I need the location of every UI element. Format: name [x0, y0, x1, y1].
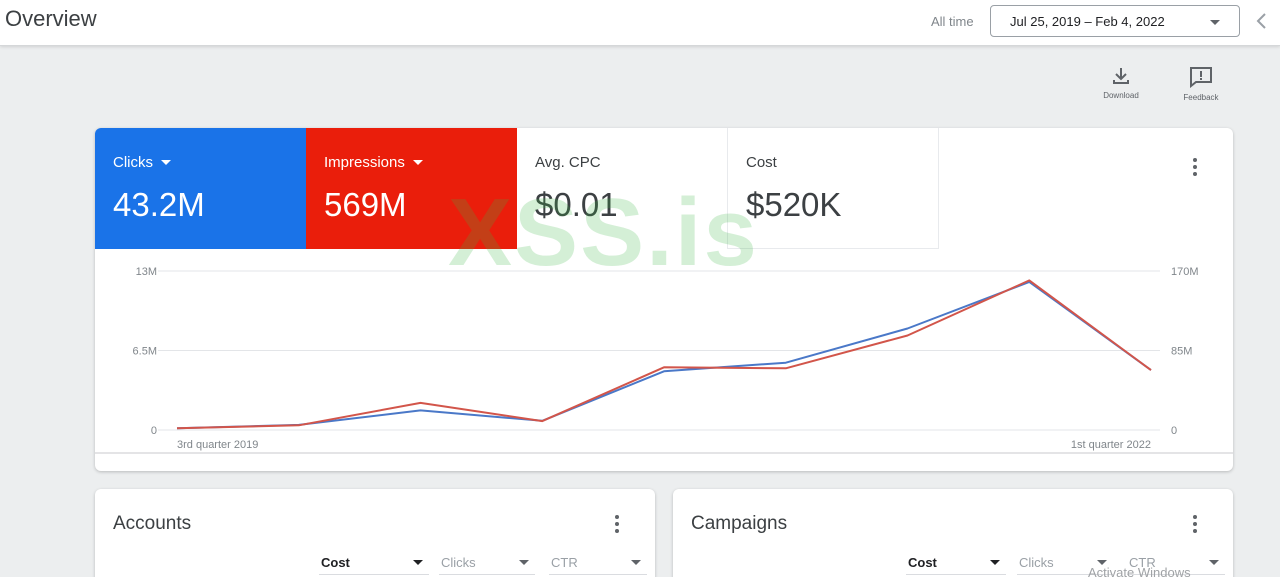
feedback-icon — [1190, 67, 1212, 88]
page-title: Overview — [5, 6, 97, 31]
metric-value: 569M — [324, 186, 407, 223]
metric-label: Clicks — [113, 154, 153, 171]
feedback-label: Feedback — [1183, 93, 1219, 102]
column-select-ctr[interactable]: CTR — [549, 555, 647, 575]
download-icon — [1113, 68, 1129, 84]
chevron-left-icon[interactable] — [1252, 10, 1272, 32]
more-options-icon[interactable] — [1192, 515, 1198, 535]
column-label: CTR — [1129, 555, 1156, 570]
card-title: Accounts — [113, 513, 192, 534]
chevron-down-icon — [519, 560, 529, 565]
chevron-down-icon — [1210, 20, 1220, 25]
more-options-icon[interactable] — [614, 515, 620, 535]
x-axis-tick: 3rd quarter 2019 — [177, 439, 258, 451]
column-label: CTR — [551, 555, 578, 570]
x-axis-tick: 1st quarter 2022 — [1071, 439, 1151, 451]
date-range-selector[interactable]: Jul 25, 2019 – Feb 4, 2022 — [990, 5, 1240, 37]
column-select-cost[interactable]: Cost — [906, 555, 1006, 575]
performance-chart: 13M 170M 6.5M 85M 0 0 3rd quarter 2019 1st quar… — [95, 266, 1233, 454]
column-label: Clicks — [441, 555, 476, 570]
download-button[interactable]: Download — [1096, 66, 1146, 100]
chevron-down-icon — [1209, 560, 1219, 565]
chevron-down-icon — [412, 160, 423, 165]
download-label: Download — [1103, 91, 1139, 100]
column-select-clicks[interactable]: Clicks — [1017, 555, 1113, 575]
metric-impressions[interactable]: Impressions 569M — [306, 128, 517, 249]
metric-cost[interactable]: Cost $520K — [728, 128, 939, 249]
column-select-clicks[interactable]: Clicks — [439, 555, 535, 575]
column-label: Clicks — [1019, 555, 1054, 570]
series-line-clicks — [176, 281, 1152, 430]
chevron-down-icon — [413, 560, 423, 565]
y-axis-left-tick: 0 — [151, 425, 157, 437]
accounts-card: Accounts Cost Clicks CTR — [95, 489, 655, 577]
card-title: Campaigns — [691, 513, 788, 534]
metric-value: $520K — [746, 186, 842, 223]
os-activation-notice: Activate Windows — [1088, 565, 1191, 577]
date-range-text: Jul 25, 2019 – Feb 4, 2022 — [1010, 14, 1165, 29]
y-axis-right-tick: 170M — [1171, 266, 1199, 278]
y-axis-right-tick: 85M — [1171, 346, 1192, 358]
more-options-icon[interactable] — [1192, 158, 1198, 178]
chevron-down-icon — [631, 560, 641, 565]
y-axis-left-tick: 6.5M — [133, 346, 157, 358]
series-line-impressions — [176, 279, 1152, 430]
y-axis-left-tick: 13M — [136, 266, 157, 278]
column-label: Cost — [908, 555, 937, 570]
column-label: Cost — [321, 555, 350, 570]
y-axis-right-tick: 0 — [1171, 425, 1177, 437]
column-select-ctr[interactable]: CTR — [1127, 555, 1225, 575]
metric-value: 43.2M — [113, 186, 205, 223]
metric-clicks[interactable]: Clicks 43.2M — [95, 128, 306, 249]
chevron-down-icon — [161, 160, 171, 165]
chevron-down-icon — [990, 560, 1000, 565]
chevron-down-icon — [1097, 560, 1107, 565]
top-bar: Overview All time Jul 25, 2019 – Feb 4, … — [0, 0, 1280, 46]
metric-value: $0.01 — [535, 186, 618, 223]
metric-label: Cost — [746, 154, 777, 171]
all-time-label: All time — [931, 14, 974, 29]
metric-label: Impressions — [324, 154, 405, 171]
campaigns-card: Campaigns Cost Clicks CTR — [673, 489, 1233, 577]
feedback-button[interactable]: Feedback — [1176, 66, 1226, 102]
metric-avg-cpc[interactable]: Avg. CPC $0.01 — [517, 128, 728, 249]
column-select-cost[interactable]: Cost — [319, 555, 429, 575]
overview-card: Clicks 43.2M Impressions 569M Avg. CPC $… — [95, 128, 1233, 471]
metric-label: Avg. CPC — [535, 154, 601, 171]
